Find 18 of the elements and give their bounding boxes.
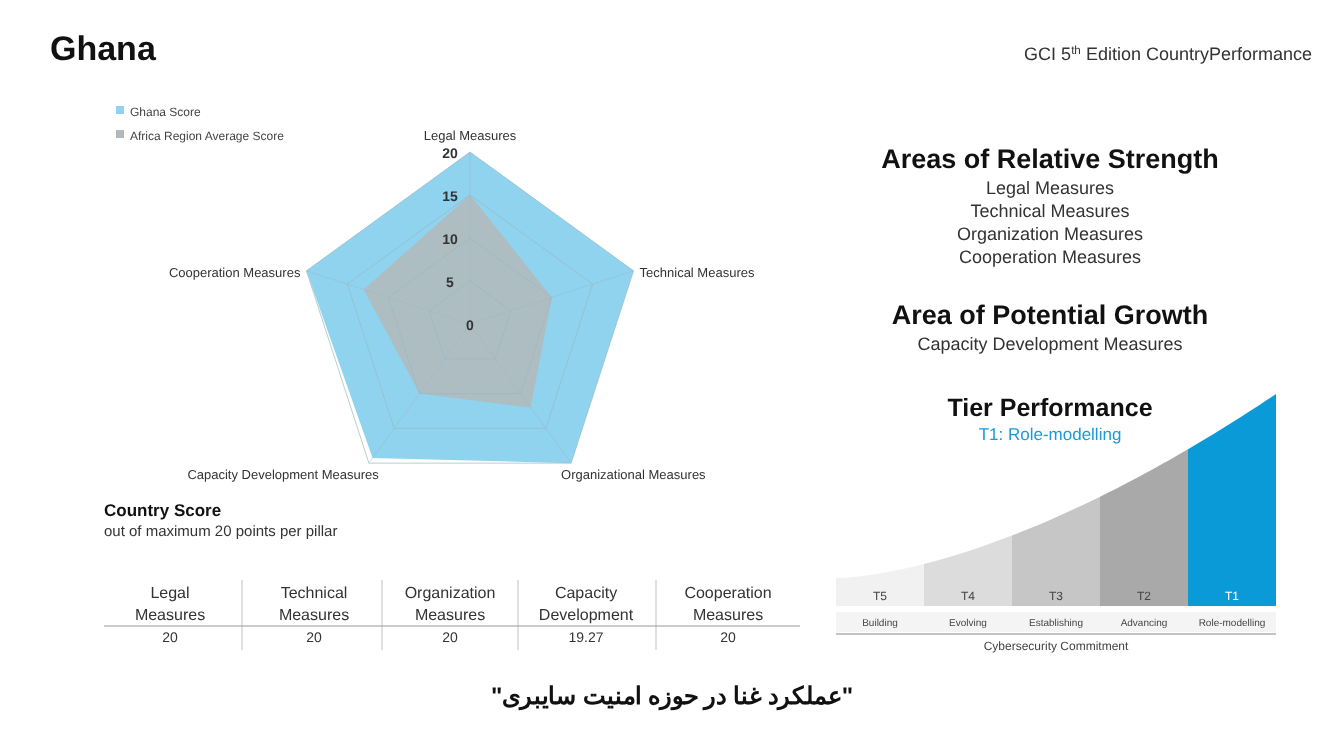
text: Organization Measures [956,224,1145,244]
text: Legal Measures [985,178,1116,198]
text: "عملکرد غنا در حوزه امنیت سایبری" [490,682,854,712]
text: Country Score [104,500,222,520]
text: T1: Role-modelling [978,424,1122,444]
text: Technical Measures [970,201,1131,221]
category-label: Organization Measures [404,584,496,624]
text: GCI 5$^{th}$ Edition CountryPerformance [1024,44,1312,64]
text: Tier Performance [947,394,1153,422]
category-label: Legal Measures [134,584,206,624]
category-label: Cooperation Measures [684,584,772,624]
chart-title: Ghana [50,30,157,68]
category-label: Technical Measures [278,584,350,624]
text: Area of Potential Growth [891,300,1209,330]
text: Areas of Relative Strength [881,144,1219,174]
text: Cooperation Measures [958,247,1143,267]
text: Capacity Development Measures [917,334,1184,354]
category-label: Capacity Development [538,584,635,624]
